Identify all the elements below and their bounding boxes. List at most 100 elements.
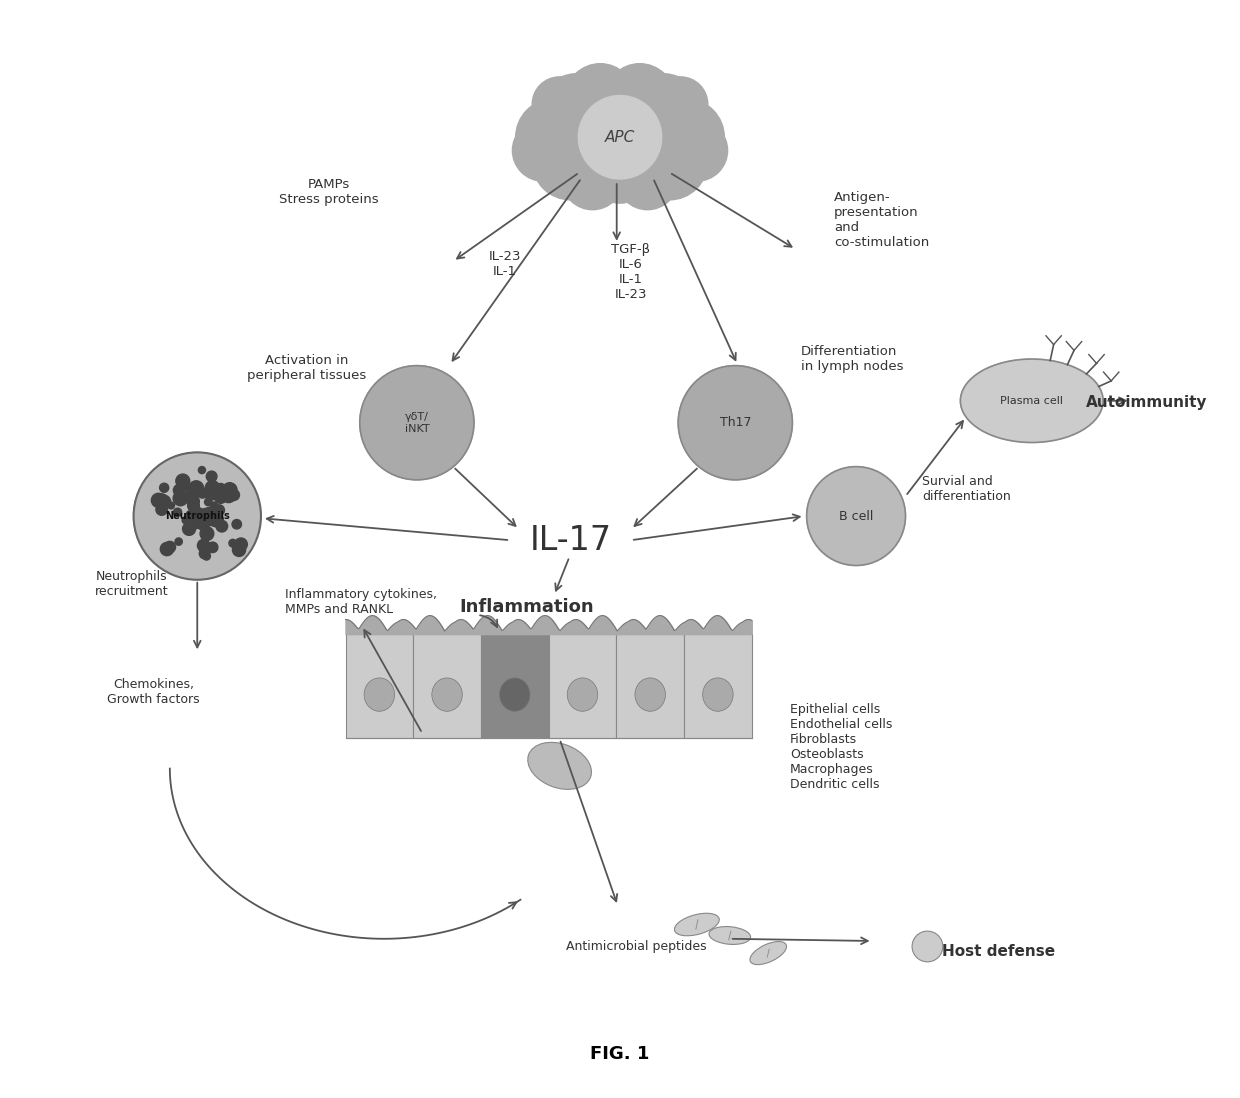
Circle shape — [217, 483, 224, 492]
Circle shape — [184, 484, 191, 491]
Text: Plasma cell: Plasma cell — [1001, 395, 1063, 406]
Circle shape — [200, 527, 213, 540]
Text: Th17: Th17 — [719, 416, 751, 429]
Circle shape — [229, 539, 237, 547]
Circle shape — [807, 467, 905, 565]
Circle shape — [216, 520, 228, 531]
Circle shape — [207, 542, 218, 552]
Circle shape — [156, 500, 165, 508]
Circle shape — [175, 538, 182, 546]
Text: γδT/
iNKT: γδT/ iNKT — [404, 412, 429, 434]
Text: Neutrophils: Neutrophils — [165, 511, 229, 522]
Ellipse shape — [750, 941, 786, 965]
Circle shape — [578, 96, 662, 179]
Circle shape — [156, 494, 167, 506]
Text: Survial and
differentiation: Survial and differentiation — [923, 474, 1011, 503]
Circle shape — [228, 490, 239, 501]
Circle shape — [176, 474, 190, 488]
Ellipse shape — [432, 677, 463, 712]
Ellipse shape — [567, 677, 598, 712]
Circle shape — [565, 77, 675, 187]
Circle shape — [565, 64, 635, 134]
Text: FIG. 1: FIG. 1 — [590, 1045, 650, 1063]
Circle shape — [605, 64, 675, 134]
Ellipse shape — [500, 677, 529, 712]
Circle shape — [208, 513, 223, 527]
Circle shape — [151, 493, 165, 507]
Circle shape — [210, 516, 218, 526]
Text: Differentiation
in lymph nodes: Differentiation in lymph nodes — [801, 345, 904, 373]
Circle shape — [913, 931, 942, 962]
Circle shape — [200, 548, 210, 559]
Circle shape — [167, 502, 175, 508]
Text: Autoimmunity: Autoimmunity — [1086, 395, 1208, 411]
Ellipse shape — [528, 742, 591, 789]
Circle shape — [205, 498, 212, 506]
Circle shape — [182, 523, 196, 536]
Circle shape — [532, 123, 609, 200]
Circle shape — [234, 538, 247, 551]
Circle shape — [512, 120, 574, 181]
Circle shape — [156, 504, 167, 515]
Circle shape — [192, 507, 205, 520]
Circle shape — [192, 509, 205, 522]
Circle shape — [666, 120, 728, 181]
Text: Host defense: Host defense — [942, 944, 1055, 960]
Circle shape — [164, 541, 176, 552]
Text: Chemokines,
Growth factors: Chemokines, Growth factors — [107, 677, 200, 706]
Text: Inflammatory cytokines,
MMPs and RANKL: Inflammatory cytokines, MMPs and RANKL — [285, 587, 438, 616]
Circle shape — [174, 508, 182, 516]
Bar — [548, 635, 616, 738]
Text: Antimicrobial peptides: Antimicrobial peptides — [567, 940, 707, 953]
Circle shape — [232, 519, 242, 529]
Circle shape — [174, 491, 187, 506]
Ellipse shape — [365, 677, 394, 712]
Circle shape — [187, 495, 200, 507]
Circle shape — [186, 511, 195, 519]
Circle shape — [616, 148, 678, 210]
Circle shape — [196, 514, 207, 525]
Circle shape — [647, 99, 724, 176]
Text: IL-17: IL-17 — [529, 524, 611, 557]
Circle shape — [213, 489, 221, 496]
Circle shape — [134, 452, 260, 580]
Text: APC: APC — [605, 130, 635, 145]
Ellipse shape — [675, 914, 719, 935]
Text: Neutrophils
recruitment: Neutrophils recruitment — [94, 570, 169, 598]
Text: B cell: B cell — [839, 509, 873, 523]
Circle shape — [532, 77, 587, 132]
Circle shape — [188, 481, 203, 495]
Text: Inflammation: Inflammation — [459, 598, 594, 616]
Circle shape — [587, 137, 653, 203]
Circle shape — [156, 495, 171, 509]
Circle shape — [202, 533, 210, 540]
Circle shape — [202, 552, 211, 560]
Circle shape — [187, 500, 200, 512]
Bar — [413, 635, 481, 738]
Circle shape — [205, 481, 219, 495]
Ellipse shape — [635, 677, 666, 712]
Text: IL-23
IL-1: IL-23 IL-1 — [489, 249, 521, 278]
Circle shape — [618, 74, 706, 161]
Circle shape — [210, 502, 218, 509]
Circle shape — [221, 488, 236, 503]
Ellipse shape — [960, 359, 1104, 442]
Circle shape — [360, 366, 474, 480]
Circle shape — [160, 542, 174, 556]
Bar — [481, 635, 548, 738]
Bar — [616, 635, 684, 738]
Circle shape — [516, 99, 593, 176]
Bar — [346, 635, 413, 738]
Text: Activation in
peripheral tissues: Activation in peripheral tissues — [248, 354, 367, 382]
Circle shape — [160, 483, 169, 492]
Circle shape — [213, 505, 224, 516]
Circle shape — [201, 508, 211, 518]
Circle shape — [678, 366, 792, 480]
Circle shape — [197, 488, 207, 498]
Bar — [684, 635, 751, 738]
Circle shape — [203, 507, 215, 519]
Circle shape — [215, 491, 227, 503]
Circle shape — [562, 148, 624, 210]
Circle shape — [190, 518, 200, 529]
Circle shape — [193, 511, 203, 522]
